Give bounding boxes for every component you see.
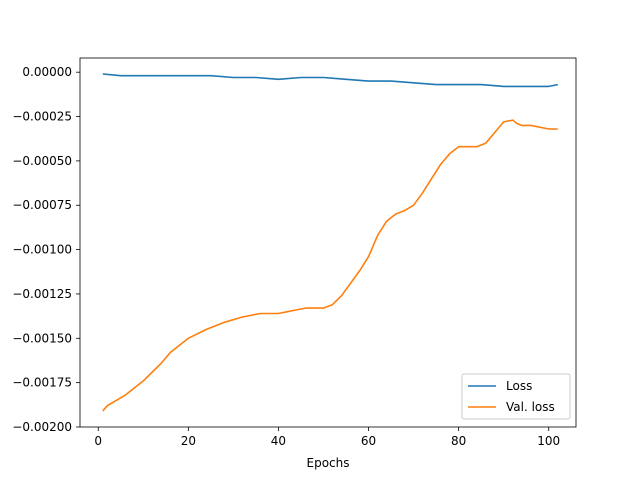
x-tick-label: 40 (271, 434, 286, 448)
y-tick-label: 0.00000 (22, 65, 72, 79)
legend-label: Val. loss (506, 400, 555, 414)
legend: Loss Val. loss (461, 373, 571, 420)
series-line-val-loss (102, 119, 558, 412)
series-layer (102, 73, 558, 412)
y-axis: 0.00000 −0.00025 −0.00050 −0.00075 −0.00100 −… (12, 65, 80, 434)
y-tick-label: −0.00175 (12, 376, 72, 390)
x-tick-label: 100 (537, 434, 560, 448)
x-tick-label: 0 (94, 434, 102, 448)
axes-frame (79, 57, 577, 428)
x-axis-label: Epochs (307, 456, 350, 470)
y-tick-label: −0.00150 (12, 331, 72, 345)
y-tick-label: −0.00100 (12, 243, 72, 257)
x-tick-label: 80 (451, 434, 466, 448)
legend-label: Loss (506, 379, 532, 393)
x-tick-label: 20 (181, 434, 196, 448)
y-tick-label: −0.00125 (12, 287, 72, 301)
x-axis: 0 20 40 60 80 100 (94, 427, 560, 448)
y-tick-label: −0.00075 (12, 198, 72, 212)
series-line-loss (102, 73, 558, 88)
y-tick-label: −0.00050 (12, 154, 72, 168)
y-tick-label: −0.00200 (12, 420, 72, 434)
y-tick-label: −0.00025 (12, 110, 72, 124)
x-tick-label: 60 (361, 434, 376, 448)
